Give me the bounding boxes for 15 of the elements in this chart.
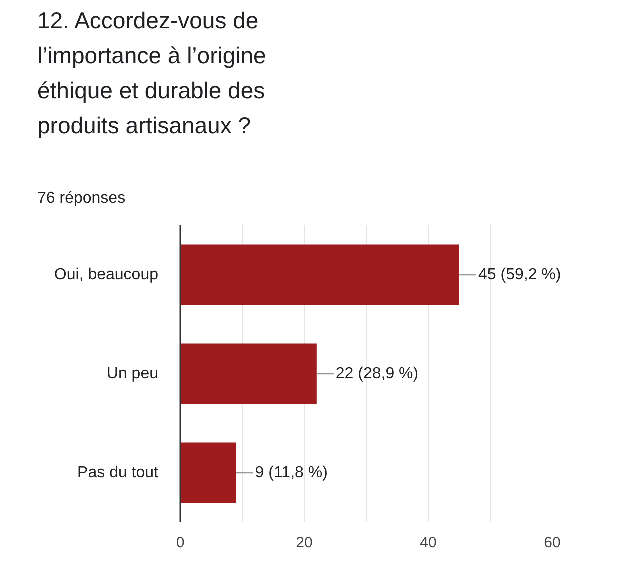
- data-label: 45 (59,2 %): [478, 266, 562, 284]
- bar: [180, 344, 317, 404]
- chart-title: 12. Accordez-vous de l’importance à l’origine éthique et durable des produits artisanaux ?: [38, 8, 266, 138]
- y-tick-label: Pas du tout: [78, 464, 160, 482]
- x-tick-label: 40: [420, 534, 437, 552]
- x-tick-label: 60: [544, 534, 561, 552]
- x-tick-label: 20: [296, 534, 313, 552]
- x-tick-label: 0: [176, 534, 185, 552]
- y-tick-label: Oui, beaucoup: [54, 266, 159, 284]
- data-label: 22 (28,9 %): [336, 366, 419, 382]
- bar: [180, 442, 236, 504]
- data-label: 9 (11,8 %): [255, 464, 328, 482]
- bar: [180, 244, 460, 306]
- y-tick-label: Un peu: [106, 366, 158, 382]
- chart-subtitle: 76 réponses: [38, 190, 126, 207]
